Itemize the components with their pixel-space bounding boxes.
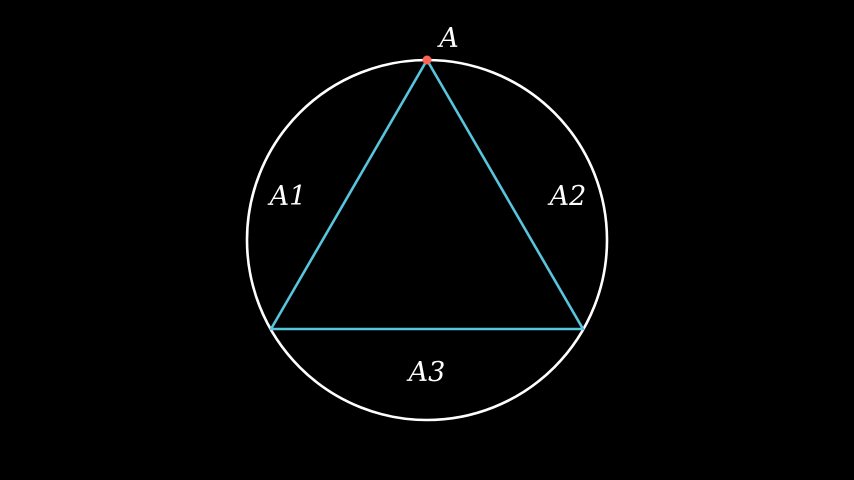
arc-label-a2: A2 (547, 181, 587, 212)
arc-label-a1: A1 (267, 181, 307, 212)
inscribed-triangle (269, 58, 585, 331)
arc-label-a3: A3 (406, 357, 446, 388)
vertex-point-a (422, 55, 432, 65)
vertex-label: A (436, 23, 459, 54)
